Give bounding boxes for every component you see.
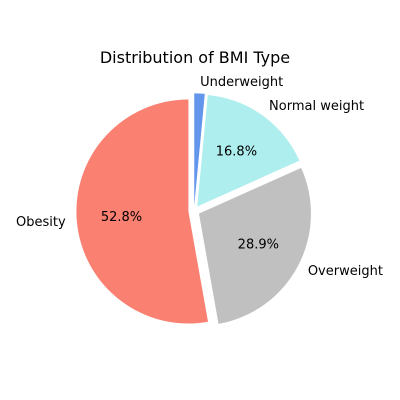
pie-slice-normal-weight xyxy=(197,94,300,207)
chart-title: Distribution of BMI Type xyxy=(100,48,290,67)
pie-percent-obesity: 52.8% xyxy=(101,210,142,225)
pie-label-normal-weight: Normal weight xyxy=(269,99,364,114)
pie-label-obesity: Obesity xyxy=(16,215,66,230)
pie-slice-overweight xyxy=(198,167,311,324)
pie-labels: Underweight Normal weight 16.8% Overweight 2… xyxy=(16,75,383,279)
pie-slice-obesity xyxy=(76,99,209,324)
pie-percent-overweight: 28.9% xyxy=(238,238,279,253)
pie-percent-normal-weight: 16.8% xyxy=(216,144,257,159)
pie-label-overweight: Overweight xyxy=(308,264,383,279)
pie-label-underweight: Underweight xyxy=(200,75,283,90)
pie-slices xyxy=(76,93,311,324)
pie-slice-underweight xyxy=(194,93,205,206)
